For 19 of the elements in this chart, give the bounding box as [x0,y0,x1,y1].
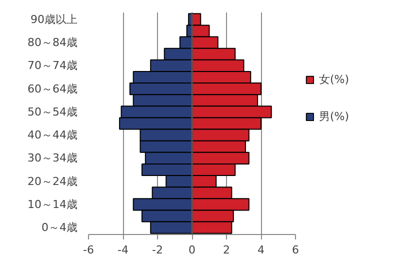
y-tick-label: 70～74歳 [28,59,78,72]
y-tick-label: 0～4歳 [42,221,78,234]
x-tick-label: 6 [292,244,299,256]
y-tick-label: 50～54歳 [28,105,78,118]
x-tick-label: 2 [223,244,230,256]
y-tick-label: 60～64歳 [28,82,78,96]
y-tick-label: 90歳以上 [30,12,78,26]
y-tick-label: 80～84歳 [28,36,78,50]
y-tick-label: 20～24歳 [28,174,78,188]
x-tick-label: 4 [258,244,264,256]
x-tick-label: 0 [188,244,196,256]
x-tick-label: -6 [83,244,94,256]
x-tick-label: -4 [118,244,128,256]
x-tick-label: -2 [152,244,163,256]
y-tick-label: 40～44歳 [28,128,78,142]
legend-label: 男(%) [319,109,350,124]
legend-label: 女(%) [319,72,350,87]
y-tick-label: 30～34歳 [28,152,78,165]
y-tick-label: 10～14歳 [28,198,78,211]
